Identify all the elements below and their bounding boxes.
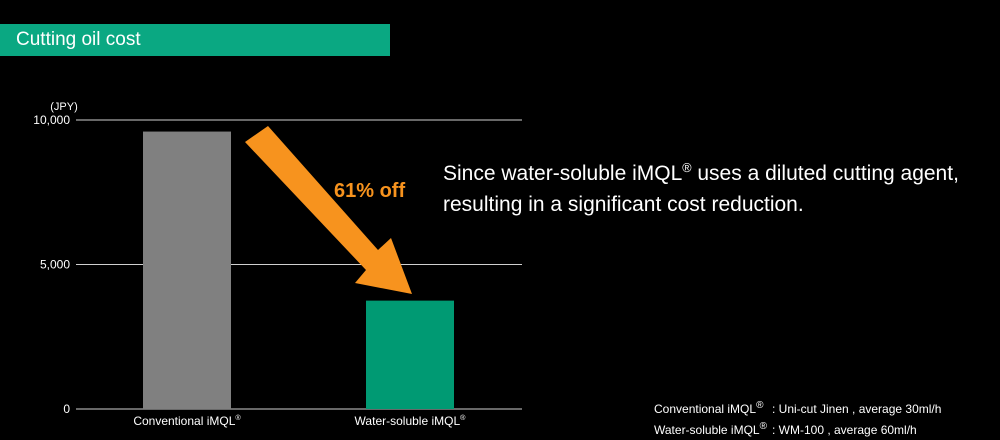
x-category-label: Water-soluble iMQL® [354, 413, 466, 428]
bar-conventional [143, 131, 231, 409]
reduction-arrow-icon [245, 126, 412, 294]
reduction-annotation: 61% off [334, 180, 405, 202]
footnotes: Conventional iMQL®: Uni-cut Jinen , aver… [654, 397, 941, 439]
chart-title: Cutting oil cost [16, 29, 141, 50]
x-category-label: Conventional iMQL® [133, 413, 241, 428]
y-unit-label: (JPY) [50, 101, 78, 113]
y-tick-label: 5,000 [40, 258, 70, 272]
footnote-conventional: Conventional iMQL®: Uni-cut Jinen , aver… [654, 400, 942, 416]
footnote-water-soluble: Water-soluble iMQL®: WM-100 , average 60… [654, 421, 917, 437]
y-tick-label: 0 [63, 402, 70, 416]
y-tick-label: 10,000 [33, 113, 70, 127]
caption: Since water-soluble iMQL® uses a diluted… [443, 161, 959, 216]
title-bar: Cutting oil cost [0, 24, 390, 56]
bar-water-soluble [366, 300, 454, 409]
